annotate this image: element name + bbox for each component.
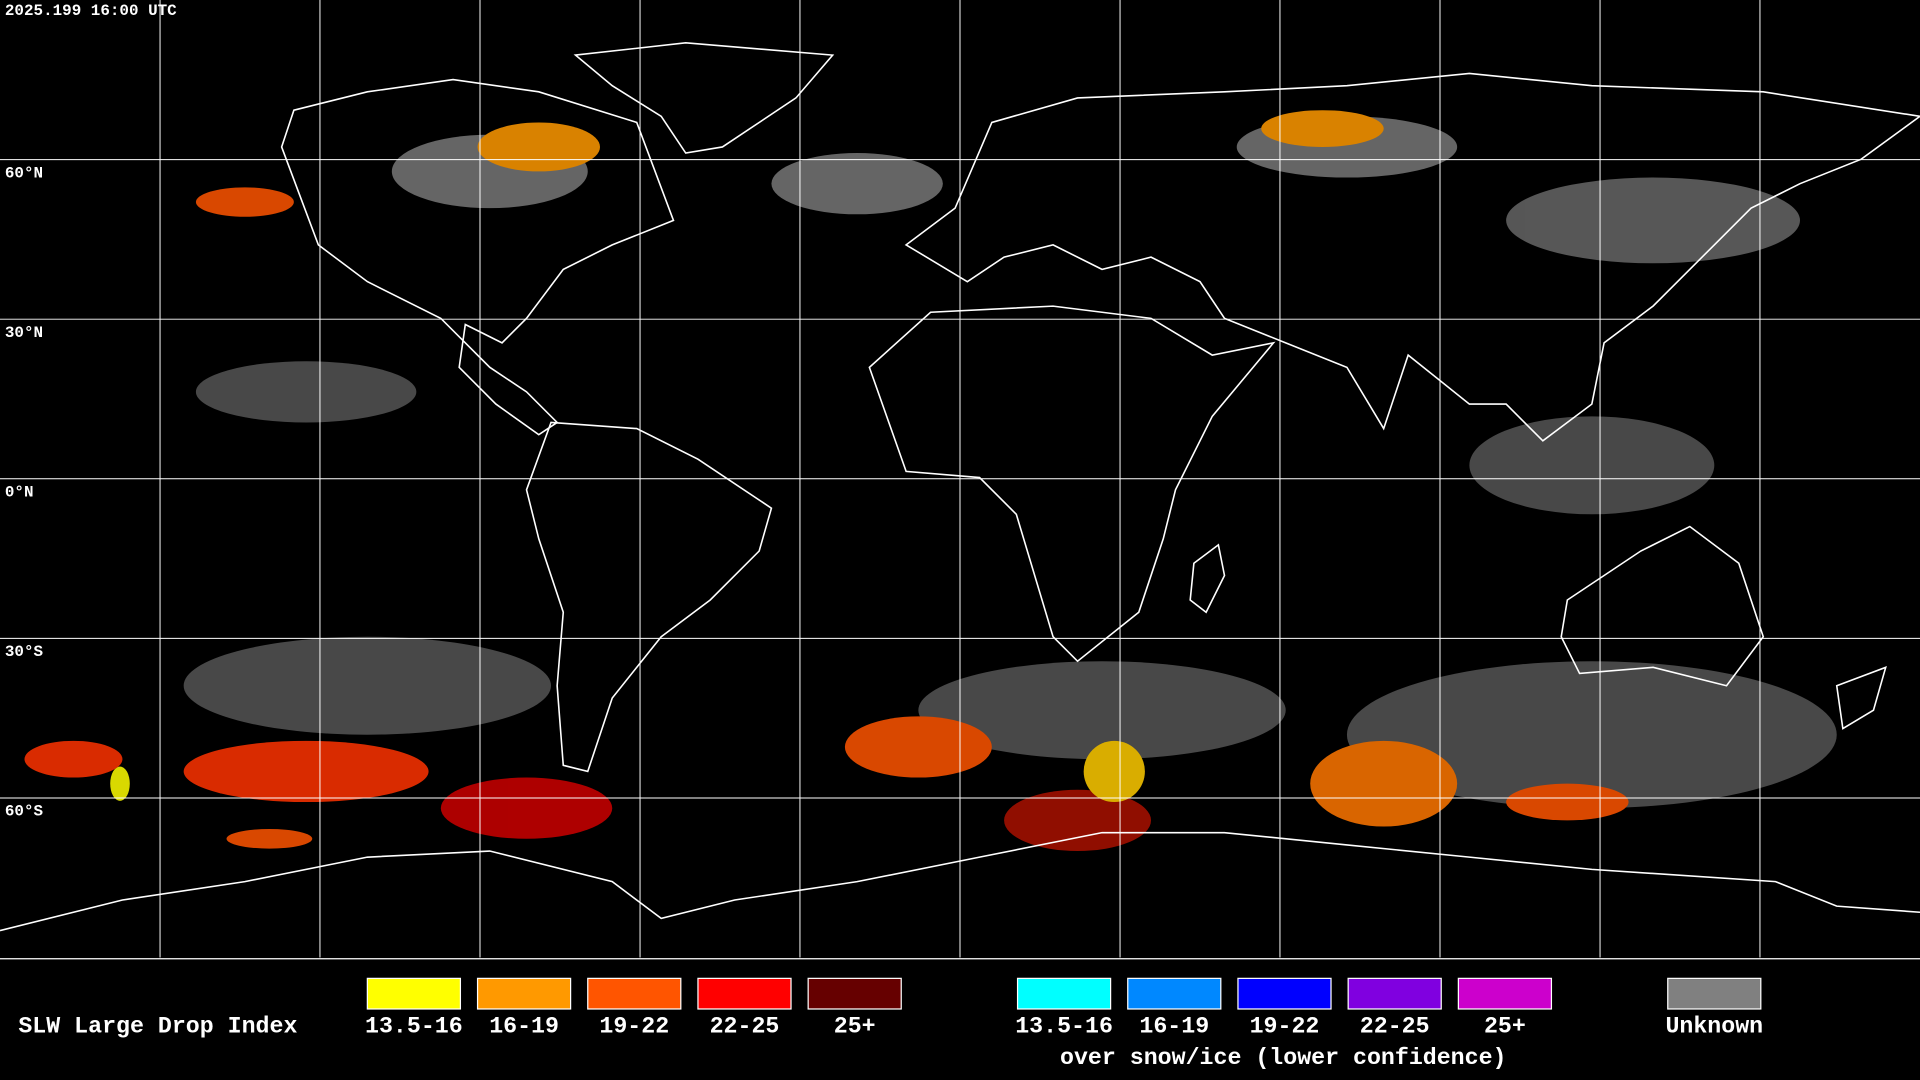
latitude-label: 30°S xyxy=(5,643,44,661)
legend-label: 16-19 xyxy=(489,1013,559,1039)
legend-swatch xyxy=(476,977,572,1010)
legend-label: 19-22 xyxy=(599,1013,669,1039)
legend-label: 22-25 xyxy=(710,1013,780,1039)
latitude-label: 0°N xyxy=(5,483,34,501)
legend-label: 19-22 xyxy=(1250,1013,1320,1039)
legend-label: 13.5-16 xyxy=(365,1013,463,1039)
legend-label: 13.5-16 xyxy=(1015,1013,1113,1039)
legend-swatch xyxy=(366,977,462,1010)
latitude-label: 60°N xyxy=(5,164,43,182)
coastlines xyxy=(0,42,1920,932)
legend-label: Unknown xyxy=(1665,1013,1763,1039)
legend-swatch xyxy=(1667,977,1762,1010)
latitude-label: 30°N xyxy=(5,324,43,342)
legend-note: over snow/ice (lower confidence) xyxy=(1060,1045,1506,1071)
legend-swatch xyxy=(1127,977,1222,1010)
latitude-label: 60°S xyxy=(5,803,44,821)
legend-label: 25+ xyxy=(834,1013,876,1039)
legend-title: SLW Large Drop Index xyxy=(18,1013,297,1039)
legend-swatch xyxy=(807,977,902,1010)
legend-swatch xyxy=(1347,977,1442,1010)
legend-label: 16-19 xyxy=(1139,1013,1209,1039)
timestamp: 2025.199 16:00 UTC xyxy=(5,2,177,20)
legend-label: 25+ xyxy=(1484,1013,1526,1039)
legend-swatch xyxy=(1457,977,1553,1010)
legend-swatch xyxy=(697,977,792,1010)
legend-label: 22-25 xyxy=(1360,1013,1430,1039)
legend-swatch xyxy=(1016,977,1112,1010)
legend-swatch xyxy=(1237,977,1332,1010)
legend-swatch xyxy=(587,977,682,1010)
cloud-field xyxy=(24,110,1837,852)
